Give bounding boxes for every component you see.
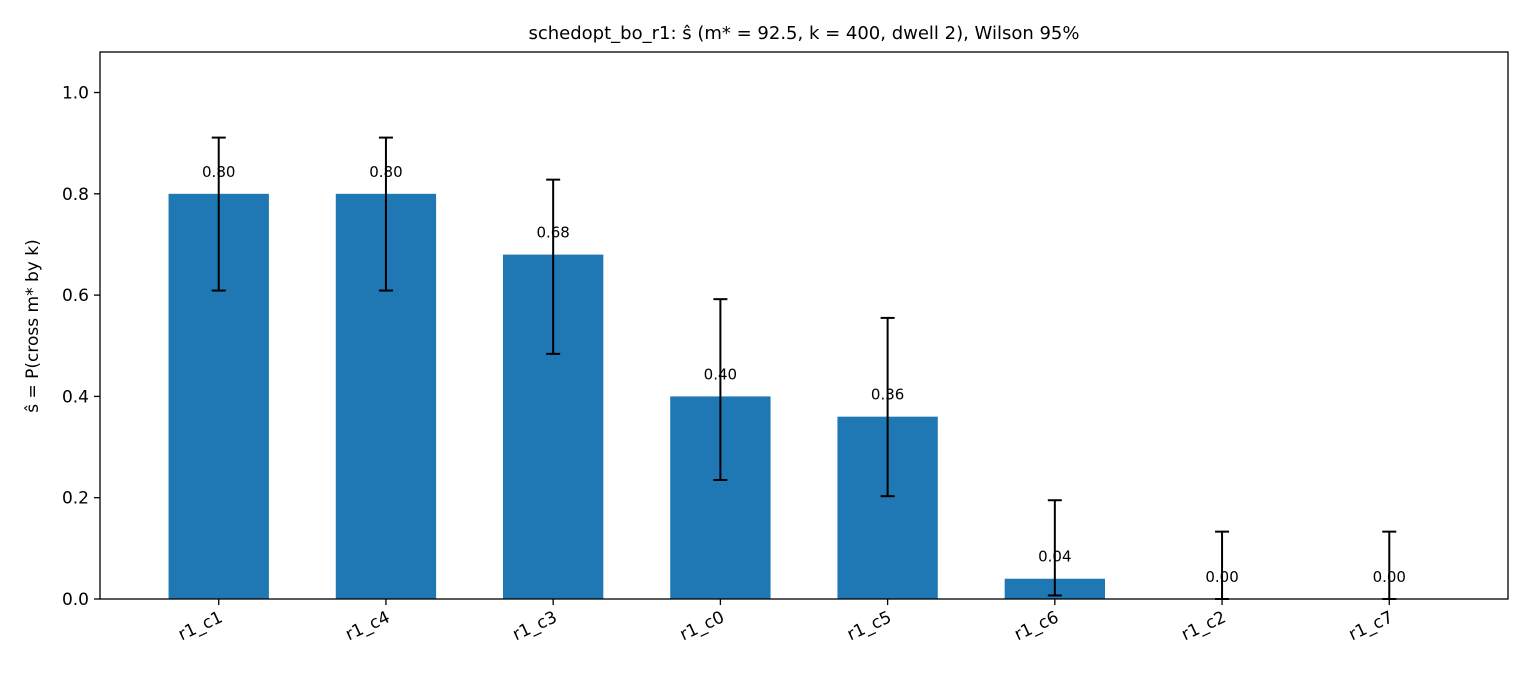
- plot-area: 0.80 0.80 0.68 0.40 0.36 0.04 0.00 0.00 0.0 0.2 0.…: [62, 51, 1509, 645]
- data-label-r1_c6: 0.04: [1038, 548, 1071, 566]
- errorbar-r1_c7: [1382, 530, 1397, 600]
- chart-title: schedopt_bo_r1: ŝ (m* = 92.5, k = 400, d…: [528, 23, 1079, 44]
- x-tick-label-r1_c0: r1_c0: [677, 607, 728, 645]
- errorbar-r1_c6: [1047, 499, 1062, 597]
- errorbar-r1_c4: [378, 136, 393, 292]
- errorbar-r1_c0: [713, 298, 728, 481]
- x-tick-label-r1_c2: r1_c2: [1179, 607, 1230, 645]
- x-tick-label-r1_c1: r1_c1: [175, 607, 226, 645]
- data-label-r1_c7: 0.00: [1373, 568, 1406, 586]
- data-label-r1_c3: 0.68: [536, 224, 569, 242]
- data-label-r1_c4: 0.80: [369, 163, 402, 181]
- data-label-r1_c0: 0.40: [704, 365, 737, 383]
- y-tick-label-0.0: 0.0: [62, 590, 89, 610]
- x-tick-label-r1_c4: r1_c4: [342, 607, 393, 645]
- y-tick-label-0.6: 0.6: [62, 286, 89, 306]
- data-label-r1_c1: 0.80: [202, 163, 235, 181]
- y-tick-label-0.2: 0.2: [62, 489, 89, 509]
- x-tick-label-r1_c6: r1_c6: [1011, 607, 1062, 645]
- x-tick-label-r1_c7: r1_c7: [1346, 607, 1397, 645]
- errorbar-r1_c2: [1215, 530, 1230, 600]
- x-tick-label-r1_c5: r1_c5: [844, 607, 895, 645]
- y-tick-label-1.0: 1.0: [62, 84, 89, 104]
- y-axis-label: ŝ = P(cross m* by k): [23, 239, 43, 412]
- y-tick-label-0.4: 0.4: [62, 387, 89, 407]
- y-tick-label-0.8: 0.8: [62, 185, 89, 205]
- data-label-r1_c2: 0.00: [1205, 568, 1238, 586]
- data-label-r1_c5: 0.36: [871, 386, 904, 404]
- plot-frame: [99, 51, 1509, 600]
- errorbar-r1_c3: [546, 178, 561, 355]
- errorbar-r1_c5: [880, 316, 895, 498]
- x-tick-label-r1_c3: r1_c3: [510, 607, 561, 645]
- errorbar-r1_c1: [211, 136, 226, 292]
